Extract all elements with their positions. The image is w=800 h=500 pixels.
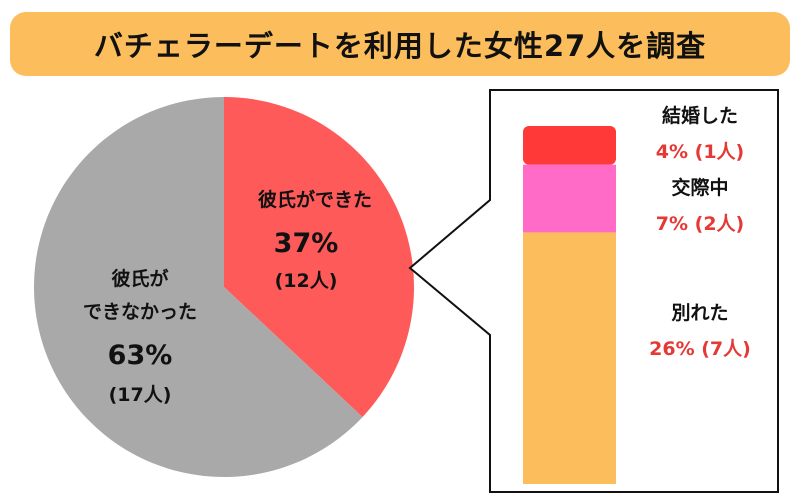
bar-segment-2 (523, 232, 616, 484)
bar-label-value-0: 4% (1人) (656, 141, 744, 163)
pie-label-category-0: 彼氏ができた (258, 188, 372, 211)
pie-label-category-1-line2: できなかった (83, 301, 197, 323)
bar-segment-0 (523, 126, 616, 165)
title-banner: バチェラーデートを利用した女性27人を調査 (10, 12, 790, 76)
chart-title: バチェラーデートを利用した女性27人を調査 (93, 29, 707, 63)
bar-label-category-2: 別れた (671, 302, 728, 324)
pie-chart (34, 97, 415, 478)
pie-label-value-1: 63% (108, 340, 173, 371)
bar-label-value-2: 26% (7人) (649, 338, 751, 360)
pie-label-category-1-line1: 彼氏が (111, 267, 168, 290)
pie-slice-1 (34, 97, 363, 478)
pie-label-value-0: 37% (274, 228, 339, 259)
bar-label-category-0: 結婚した (662, 104, 738, 127)
pie-label-count-0: (12人) (275, 270, 338, 292)
stacked-bar-chart (523, 126, 616, 484)
pie-slice-0 (224, 97, 415, 418)
bar-segment-1 (523, 164, 616, 233)
bar-label-value-1: 7% (2人) (656, 213, 744, 235)
bar-label-category-1: 交際中 (671, 176, 728, 199)
pie-label-count-1: (17人) (109, 384, 172, 406)
